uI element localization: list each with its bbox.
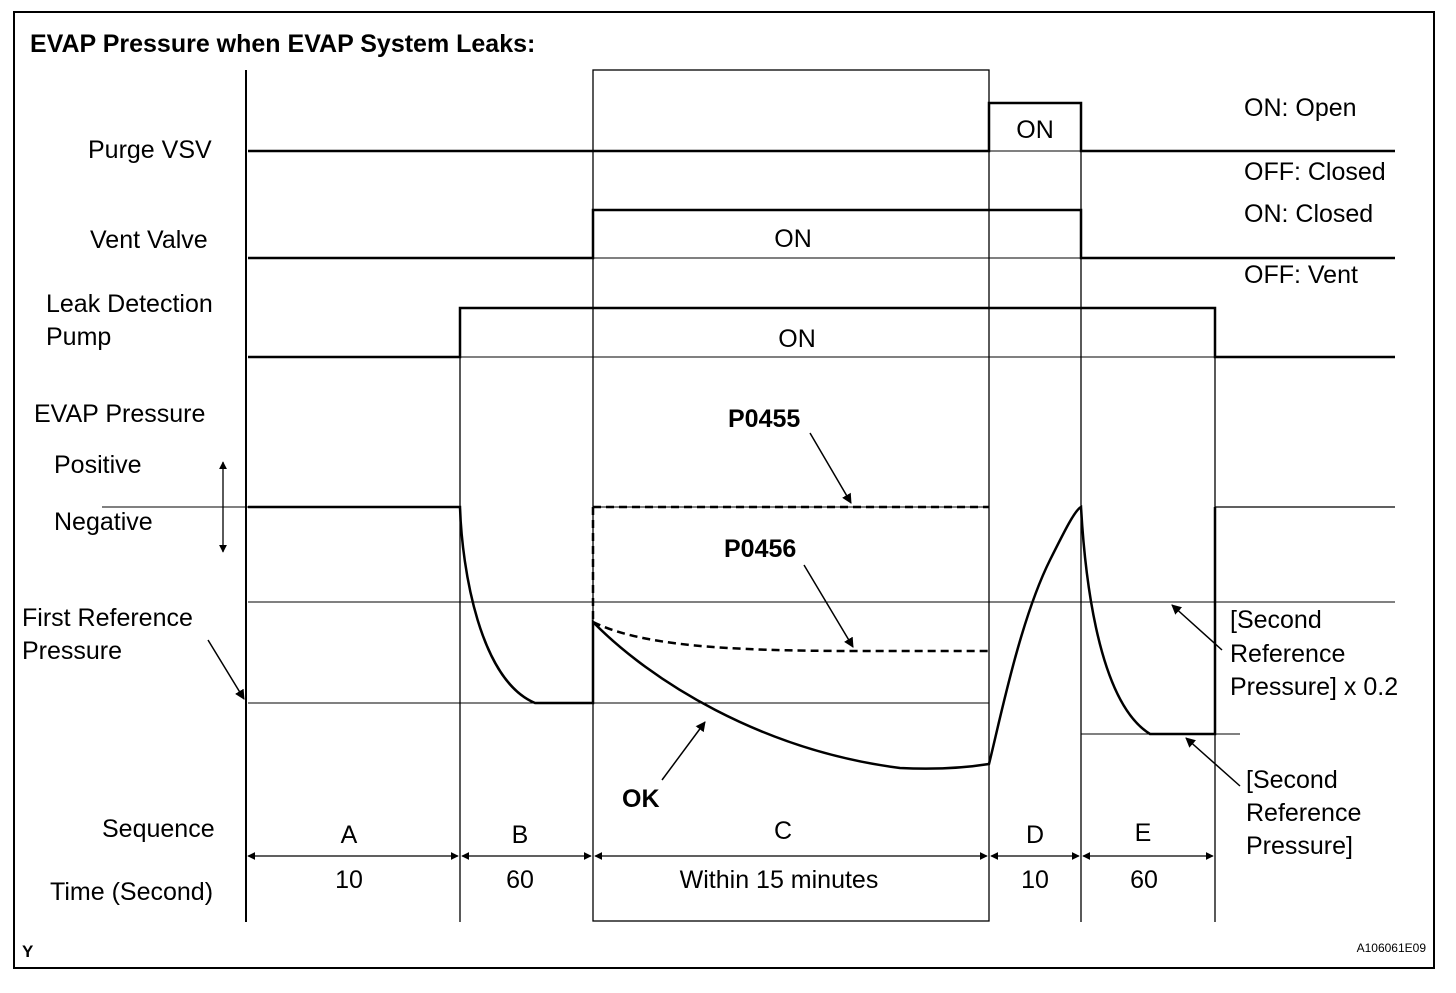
second-ref-leader — [1185, 737, 1241, 787]
sequence-label-a: A — [341, 821, 358, 849]
row-label-sequence: Sequence — [102, 815, 215, 843]
time-value-b: 60 — [506, 866, 534, 894]
p0456-trace — [592, 620, 989, 653]
p0455-label: P0455 — [728, 405, 800, 433]
purge-open-legend: ON: Open — [1244, 94, 1357, 122]
phase-c-box — [592, 69, 990, 922]
ok-label: OK — [622, 785, 660, 813]
label-positive: Positive — [54, 451, 142, 479]
row-label-purge-vsv: Purge VSV — [88, 136, 212, 164]
label-first-ref-2: Pressure — [22, 637, 122, 665]
ok-leader — [661, 721, 706, 781]
figure-id: A106061E09 — [1357, 941, 1427, 955]
sequence-label-d: D — [1026, 821, 1044, 849]
second-ref-x02-label-1: [Second — [1230, 606, 1322, 634]
row-label-evap-pressure: EVAP Pressure — [34, 400, 205, 428]
second-ref-label-3: Pressure] — [1246, 832, 1353, 860]
sequence-label-b: B — [512, 821, 529, 849]
evap-pressure-trace — [248, 505, 1217, 770]
time-value-c: Within 15 minutes — [680, 866, 879, 894]
diagram-title: EVAP Pressure when EVAP System Leaks: — [30, 30, 535, 58]
row-label-time: Time (Second) — [50, 878, 213, 906]
row-label-vent-valve: Vent Valve — [90, 226, 208, 254]
vent-valve-signal — [248, 208, 1395, 260]
purge-vsv-on-label: ON — [1016, 116, 1054, 144]
second-ref-x02-label-3: Pressure] x 0.2 — [1230, 673, 1398, 701]
leak-pump-on-label: ON — [778, 325, 816, 353]
second-ref-x02-leader — [1171, 604, 1223, 651]
purge-closed-legend: OFF: Closed — [1244, 158, 1386, 186]
sequence-label-e: E — [1135, 819, 1152, 847]
label-first-ref-1: First Reference — [22, 604, 193, 632]
outer-frame — [13, 11, 1435, 969]
p0456-label: P0456 — [724, 535, 796, 563]
leak-pump-signal — [248, 306, 1395, 359]
label-negative: Negative — [54, 508, 153, 536]
p0455-leader — [809, 432, 852, 504]
purge-vsv-signal — [248, 101, 1395, 153]
vent-closed-legend: ON: Closed — [1244, 200, 1373, 228]
time-value-a: 10 — [335, 866, 363, 894]
second-ref-x02-label-2: Reference — [1230, 640, 1345, 668]
sequence-label-c: C — [774, 817, 792, 845]
second-ref-label-2: Reference — [1246, 799, 1361, 827]
footer-mark: Y — [22, 942, 34, 961]
second-ref-label-1: [Second — [1246, 766, 1338, 794]
row-label-leak-pump-1: Leak Detection — [46, 290, 213, 318]
first-ref-leader — [207, 639, 245, 700]
vent-valve-on-label: ON — [774, 225, 812, 253]
p0456-leader — [803, 564, 854, 648]
vent-vent-legend: OFF: Vent — [1244, 261, 1358, 289]
row-label-leak-pump-2: Pump — [46, 323, 111, 351]
time-value-d: 10 — [1021, 866, 1049, 894]
time-value-e: 60 — [1130, 866, 1158, 894]
